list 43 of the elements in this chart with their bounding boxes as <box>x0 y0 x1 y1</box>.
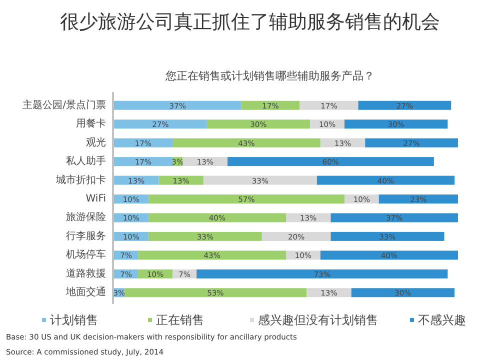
bar <box>316 176 455 185</box>
bar <box>358 100 452 110</box>
y-tick-label: 行李服务 <box>66 230 106 242</box>
bar <box>196 269 448 278</box>
bar <box>114 157 172 166</box>
bar <box>351 288 455 298</box>
y-tick-label: 城市折扣卡 <box>55 174 106 186</box>
bar <box>114 100 242 110</box>
bar <box>203 176 317 185</box>
chart-title: 很少旅游公司真正抓住了辅助服务销售的机会 <box>60 11 440 33</box>
bar <box>114 138 172 148</box>
y-tick-label: WiFi <box>86 194 106 204</box>
chart-subtitle: 您正在销售或计划销售哪些辅助服务产品？ <box>164 70 374 82</box>
bar <box>172 138 320 148</box>
y-tick-label: 私人助手 <box>66 155 106 168</box>
bar <box>148 232 262 241</box>
bar <box>148 194 344 204</box>
legend-label: 不感兴趣 <box>418 313 466 327</box>
bar <box>124 288 307 298</box>
bar <box>114 120 207 129</box>
bar <box>365 138 458 148</box>
y-tick-label: 观光 <box>86 136 106 148</box>
legend-label: 正在销售 <box>156 313 204 327</box>
y-tick-label: 主题公园/景点门票 <box>22 98 106 111</box>
bar <box>378 194 458 204</box>
y-tick-label: 地面交通 <box>65 286 106 298</box>
bar <box>320 250 458 260</box>
bar <box>241 100 300 110</box>
y-tick-label: 道路救援 <box>66 267 106 280</box>
bar <box>228 157 434 166</box>
legend-label: 计划销售 <box>50 313 98 327</box>
y-tick-label: 旅游保险 <box>66 211 106 224</box>
bar <box>300 100 358 110</box>
bar <box>206 120 310 129</box>
bar <box>330 232 444 241</box>
y-tick-label: 机场停车 <box>66 248 106 261</box>
y-tick-label: 用餐卡 <box>76 118 106 130</box>
bar <box>262 232 331 241</box>
bar <box>138 250 286 260</box>
bar <box>344 120 448 129</box>
legend-label: 感兴趣但没有计划销售 <box>258 313 378 327</box>
bar <box>330 213 458 222</box>
bar <box>148 213 286 222</box>
